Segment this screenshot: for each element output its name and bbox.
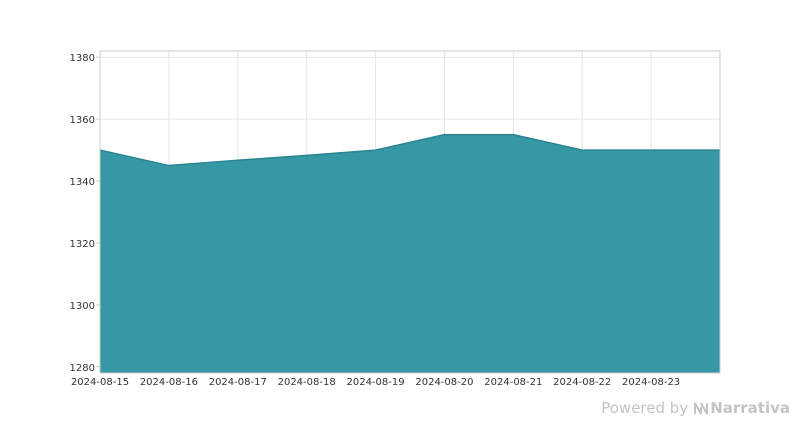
- credit-brand: Narrativa: [710, 399, 790, 417]
- narrativa-brand: Narrativa: [694, 399, 790, 417]
- y-axis-ticks: 1280 1300 1320 1340 1360 1380: [70, 53, 100, 374]
- axis-frame: [99, 50, 721, 374]
- y-tick-label: 1380: [70, 53, 95, 64]
- y-tick-label: 1340: [70, 177, 95, 188]
- narrativa-logo-icon: [694, 402, 709, 414]
- x-tick-label: 2024-08-17: [209, 377, 267, 388]
- y-tick-label: 1300: [70, 301, 95, 312]
- x-tick-label: 2024-08-21: [484, 377, 542, 388]
- series-line: [99, 133, 720, 167]
- y-tick-label: 1320: [70, 239, 95, 250]
- x-tick-label: 2024-08-23: [622, 377, 680, 388]
- series-area: [99, 133, 720, 373]
- y-tick-label: 1360: [70, 115, 95, 126]
- y-tick-label: 1280: [70, 363, 95, 374]
- x-axis-ticks: 2024-08-15 2024-08-16 2024-08-17 2024-08-18…: [71, 377, 680, 388]
- x-tick-label: 2024-08-15: [71, 377, 129, 388]
- x-tick-label: 2024-08-19: [346, 377, 404, 388]
- credit-prefix: Powered by: [601, 399, 689, 417]
- x-tick-label: 2024-08-22: [553, 377, 611, 388]
- plot-border: [99, 50, 721, 374]
- x-tick-label: 2024-08-16: [140, 377, 198, 388]
- x-tick-label: 2024-08-20: [415, 377, 473, 388]
- powered-by-credit: Powered by Narrativa: [601, 399, 790, 417]
- series-area-fill: [100, 134, 720, 373]
- x-tick-label: 2024-08-18: [278, 377, 336, 388]
